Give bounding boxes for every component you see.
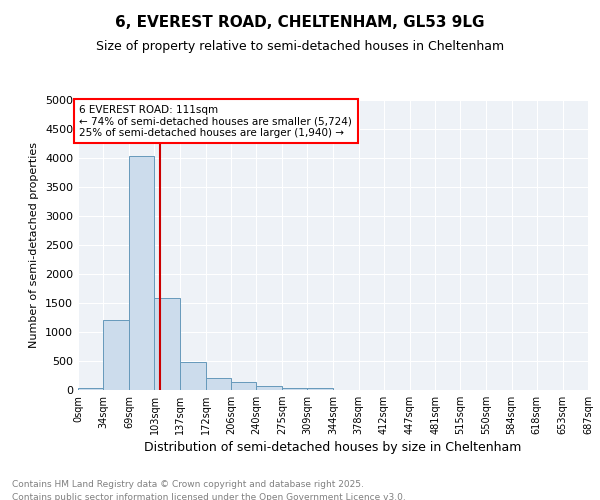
Text: Contains public sector information licensed under the Open Government Licence v3: Contains public sector information licen… [12, 492, 406, 500]
X-axis label: Distribution of semi-detached houses by size in Cheltenham: Distribution of semi-detached houses by … [145, 442, 521, 454]
Bar [256, 386, 282, 390]
Y-axis label: Number of semi-detached properties: Number of semi-detached properties [29, 142, 40, 348]
Bar [282, 388, 307, 390]
Text: Size of property relative to semi-detached houses in Cheltenham: Size of property relative to semi-detach… [96, 40, 504, 53]
Text: 6 EVEREST ROAD: 111sqm
← 74% of semi-detached houses are smaller (5,724)
25% of : 6 EVEREST ROAD: 111sqm ← 74% of semi-det… [79, 104, 352, 138]
Bar [206, 378, 231, 390]
Bar [129, 156, 154, 390]
Bar [78, 388, 103, 390]
Bar [154, 298, 180, 390]
Text: 6, EVEREST ROAD, CHELTENHAM, GL53 9LG: 6, EVEREST ROAD, CHELTENHAM, GL53 9LG [115, 15, 485, 30]
Text: Contains HM Land Registry data © Crown copyright and database right 2025.: Contains HM Land Registry data © Crown c… [12, 480, 364, 489]
Bar [180, 362, 206, 390]
Bar [103, 320, 129, 390]
Bar [231, 382, 256, 390]
Bar [307, 388, 334, 390]
